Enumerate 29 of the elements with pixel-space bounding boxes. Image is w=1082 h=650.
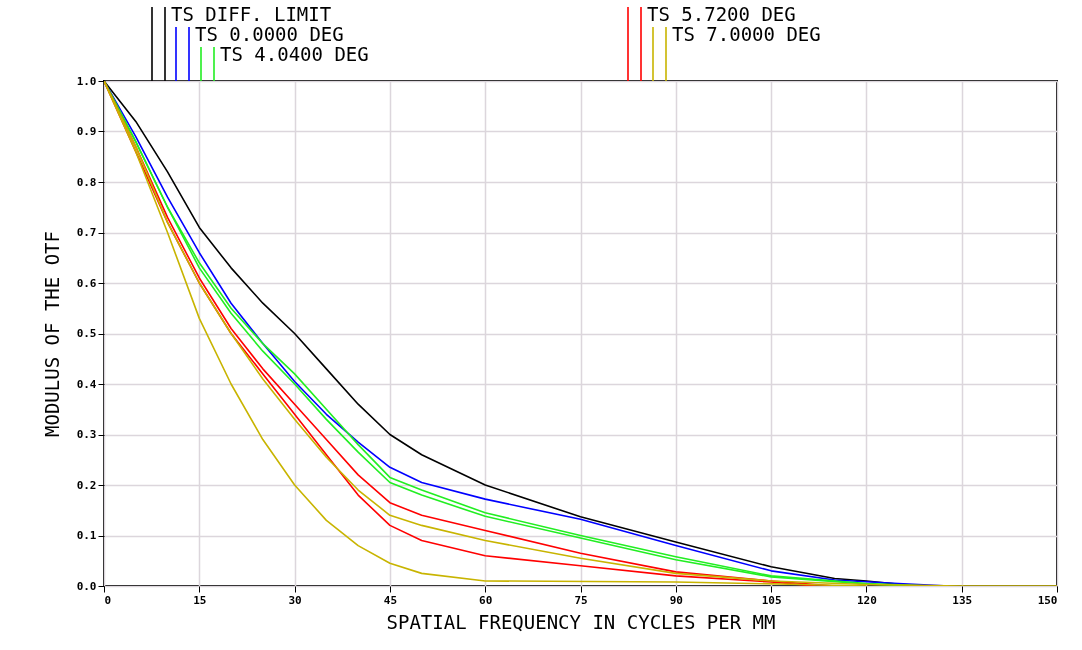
x-tick-label: 60 xyxy=(479,593,493,607)
y-tick-label: 1.0 xyxy=(76,74,97,88)
y-tick-label: 0.6 xyxy=(76,276,97,290)
y-tick-label: 0.0 xyxy=(76,579,97,593)
x-tick-label: 90 xyxy=(669,593,683,607)
y-tick-label: 0.5 xyxy=(76,327,97,340)
x-tick-label: 105 xyxy=(761,593,782,607)
x-axis-title: SPATIAL FREQUENCY IN CYCLES PER MM xyxy=(386,610,776,633)
x-tick-label: 75 xyxy=(574,593,588,607)
text: TS 7.0000 DEG xyxy=(672,23,821,45)
y-axis-title: MODULUS OF THE OTF xyxy=(40,231,63,437)
x-tick-label: 120 xyxy=(856,593,877,607)
x-tick-label: 30 xyxy=(288,593,302,607)
y-tick-label: 0.1 xyxy=(76,529,97,542)
x-tick-label: 0 xyxy=(104,593,112,607)
x-tick-label: 45 xyxy=(383,593,398,607)
y-tick-label: 0.4 xyxy=(76,377,97,391)
y-tick-label: 0.2 xyxy=(76,478,97,492)
text: TS 0.0000 DEG xyxy=(195,23,344,45)
text: TS DIFF. LIMIT xyxy=(171,3,332,25)
y-tick-label: 0.8 xyxy=(76,175,97,189)
y-tick-label: 0.9 xyxy=(76,125,97,138)
x-tick-label: 150 xyxy=(1037,593,1058,607)
legend-label: TS 4.0400 DEG xyxy=(220,43,369,65)
y-tick-label: 0.3 xyxy=(76,428,97,441)
x-tick-label: 15 xyxy=(193,593,207,607)
text: TS 5.7200 DEG xyxy=(647,3,796,25)
x-tick-label: 135 xyxy=(952,593,973,607)
y-tick-label: 0.7 xyxy=(76,226,97,239)
